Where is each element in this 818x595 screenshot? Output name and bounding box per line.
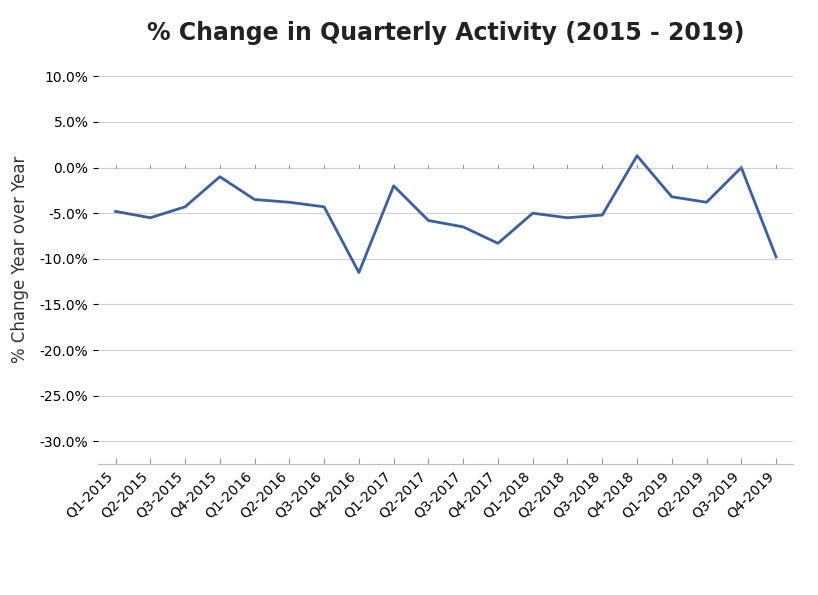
Y-axis label: % Change Year over Year: % Change Year over Year	[11, 155, 29, 362]
Title: % Change in Quarterly Activity (2015 - 2019): % Change in Quarterly Activity (2015 - 2…	[147, 21, 744, 45]
